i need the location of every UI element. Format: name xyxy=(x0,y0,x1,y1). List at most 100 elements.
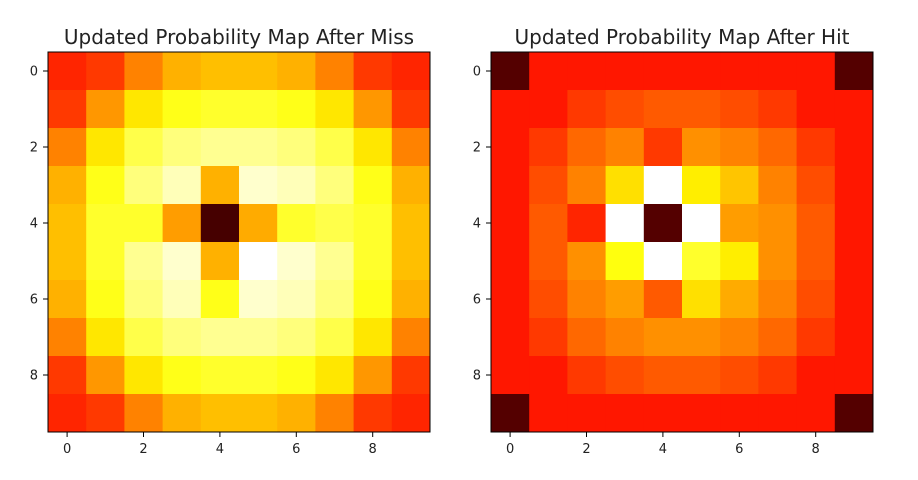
right-heatmap-cell-r9-c2 xyxy=(567,394,606,433)
left-heatmap-cell-r4-c5 xyxy=(239,204,278,243)
left-heatmap-cell-r1-c4 xyxy=(200,90,240,129)
left-x-tick-label: 6 xyxy=(292,442,300,457)
left-heatmap-cell-r8-c5 xyxy=(239,356,278,395)
right-heatmap-cell-r9-c0 xyxy=(491,394,530,433)
right-heatmap-cell-r7-c4 xyxy=(643,318,683,357)
left-heatmap-cell-r8-c3 xyxy=(162,356,202,395)
left-heatmap-cell-r4-c7 xyxy=(315,204,354,243)
left-heatmap-cell-r7-c6 xyxy=(277,318,316,357)
left-heatmap-cell-r5-c7 xyxy=(315,242,354,281)
right-heatmap-cell-r3-c3 xyxy=(605,166,645,205)
right-heatmap-cell-r1-c3 xyxy=(605,90,645,129)
right-heatmap-cell-r2-c7 xyxy=(758,128,797,167)
left-heatmap-cell-r9-c8 xyxy=(353,394,393,433)
right-heatmap-cell-r2-c3 xyxy=(605,128,645,167)
left-heatmap-cell-r9-c9 xyxy=(391,394,431,433)
right-heatmap-cell-r1-c0 xyxy=(491,90,530,129)
left-heatmap-cell-r2-c9 xyxy=(391,128,431,167)
left-heatmap-cell-r3-c8 xyxy=(353,166,393,205)
right-heatmap-cell-r4-c4 xyxy=(643,204,683,243)
right-heatmap-cell-r9-c9 xyxy=(834,394,874,433)
left-x-tick-label: 4 xyxy=(216,442,224,457)
right-heatmap-cell-r4-c1 xyxy=(529,204,568,243)
right-heatmap-frame xyxy=(490,51,874,433)
right-heatmap-cell-r9-c1 xyxy=(529,394,568,433)
left-heatmap-cell-r8-c2 xyxy=(124,356,163,395)
left-x-tick-label: 8 xyxy=(369,442,377,457)
left-heatmap-cell-r6-c3 xyxy=(162,280,202,319)
right-x-tick-label: 6 xyxy=(735,442,743,457)
left-heatmap-cell-r8-c1 xyxy=(86,356,125,395)
right-heatmap-cell-r8-c4 xyxy=(643,356,683,395)
right-y-tick-label: 2 xyxy=(473,141,481,156)
right-heatmap-cell-r0-c9 xyxy=(834,52,874,91)
right-heatmap-cell-r4-c9 xyxy=(834,204,874,243)
right-heatmap-cell-r2-c6 xyxy=(720,128,759,167)
right-heatmap-cell-r2-c4 xyxy=(643,128,683,167)
right-heatmap-cell-r0-c0 xyxy=(491,52,530,91)
left-heatmap-cell-r1-c6 xyxy=(277,90,316,129)
right-heatmap-cell-r7-c1 xyxy=(529,318,568,357)
right-heatmap-cell-r2-c8 xyxy=(796,128,836,167)
right-heatmap-cell-r2-c9 xyxy=(834,128,874,167)
left-heatmap-cell-r1-c7 xyxy=(315,90,354,129)
left-heatmap-cell-r0-c2 xyxy=(124,52,163,91)
right-heatmap-cell-r1-c4 xyxy=(643,90,683,129)
right-x-tick-label: 4 xyxy=(659,442,667,457)
left-heatmap-cell-r8-c0 xyxy=(48,356,87,395)
right-heatmap-cell-r7-c7 xyxy=(758,318,797,357)
right-heatmap-cell-r1-c1 xyxy=(529,90,568,129)
left-heatmap-cell-r4-c1 xyxy=(86,204,125,243)
right-heatmap-cell-r7-c6 xyxy=(720,318,759,357)
left-heatmap-cell-r0-c7 xyxy=(315,52,354,91)
right-heatmap-cell-r3-c5 xyxy=(682,166,721,205)
left-heatmap-cell-r5-c0 xyxy=(48,242,87,281)
right-heatmap-cell-r1-c8 xyxy=(796,90,836,129)
right-heatmap-cell-r9-c6 xyxy=(720,394,759,433)
left-heatmap-cell-r3-c1 xyxy=(86,166,125,205)
right-x-tick-label: 2 xyxy=(582,442,590,457)
right-heatmap-title: Updated Probability Map After Hit xyxy=(515,25,850,49)
left-heatmap-cell-r6-c0 xyxy=(48,280,87,319)
right-heatmap-cell-r8-c9 xyxy=(834,356,874,395)
left-heatmap-cell-r1-c8 xyxy=(353,90,393,129)
right-heatmap-cell-r7-c0 xyxy=(491,318,530,357)
left-heatmap-cell-r8-c7 xyxy=(315,356,354,395)
left-heatmap-cell-r9-c6 xyxy=(277,394,316,433)
left-heatmap-ticks: 0 2 4 6 8 0 2 4 6 8 xyxy=(30,65,377,458)
right-heatmap-cell-r0-c3 xyxy=(605,52,645,91)
left-y-tick-label: 6 xyxy=(30,293,38,308)
right-heatmap-panel: Updated Probability Map After Hit 0 2 4 6 80… xyxy=(473,25,874,457)
right-heatmap-cell-r0-c4 xyxy=(643,52,683,91)
left-heatmap-cell-r8-c6 xyxy=(277,356,316,395)
left-heatmap-cell-r4-c2 xyxy=(124,204,163,243)
left-heatmap-cell-r3-c5 xyxy=(239,166,278,205)
left-y-tick-label: 2 xyxy=(30,141,38,156)
right-heatmap-cell-r5-c0 xyxy=(491,242,530,281)
left-heatmap-cell-r5-c6 xyxy=(277,242,316,281)
right-heatmap-cell-r4-c3 xyxy=(605,204,645,243)
left-heatmap-cell-r6-c8 xyxy=(353,280,393,319)
right-heatmap-cell-r9-c4 xyxy=(643,394,683,433)
left-heatmap-cell-r4-c4 xyxy=(200,204,240,243)
right-y-tick-label: 6 xyxy=(473,293,481,308)
left-heatmap-cell-r9-c1 xyxy=(86,394,125,433)
right-heatmap-cells xyxy=(491,52,874,433)
right-heatmap-cell-r4-c0 xyxy=(491,204,530,243)
left-heatmap-cell-r2-c7 xyxy=(315,128,354,167)
left-heatmap-cell-r5-c2 xyxy=(124,242,163,281)
right-heatmap-cell-r5-c6 xyxy=(720,242,759,281)
right-x-tick-label: 8 xyxy=(812,442,820,457)
left-heatmap-cell-r4-c8 xyxy=(353,204,393,243)
left-heatmap-cell-r1-c9 xyxy=(391,90,431,129)
left-heatmap-cell-r4-c0 xyxy=(48,204,87,243)
left-heatmap-cell-r0-c9 xyxy=(391,52,431,91)
left-heatmap-cell-r1-c2 xyxy=(124,90,163,129)
left-heatmap-cell-r3-c7 xyxy=(315,166,354,205)
right-heatmap-cell-r1-c9 xyxy=(834,90,874,129)
left-heatmap-cell-r6-c7 xyxy=(315,280,354,319)
right-heatmap-cell-r5-c7 xyxy=(758,242,797,281)
right-y-tick-label: 0 xyxy=(473,65,481,80)
right-heatmap-cell-r3-c8 xyxy=(796,166,836,205)
